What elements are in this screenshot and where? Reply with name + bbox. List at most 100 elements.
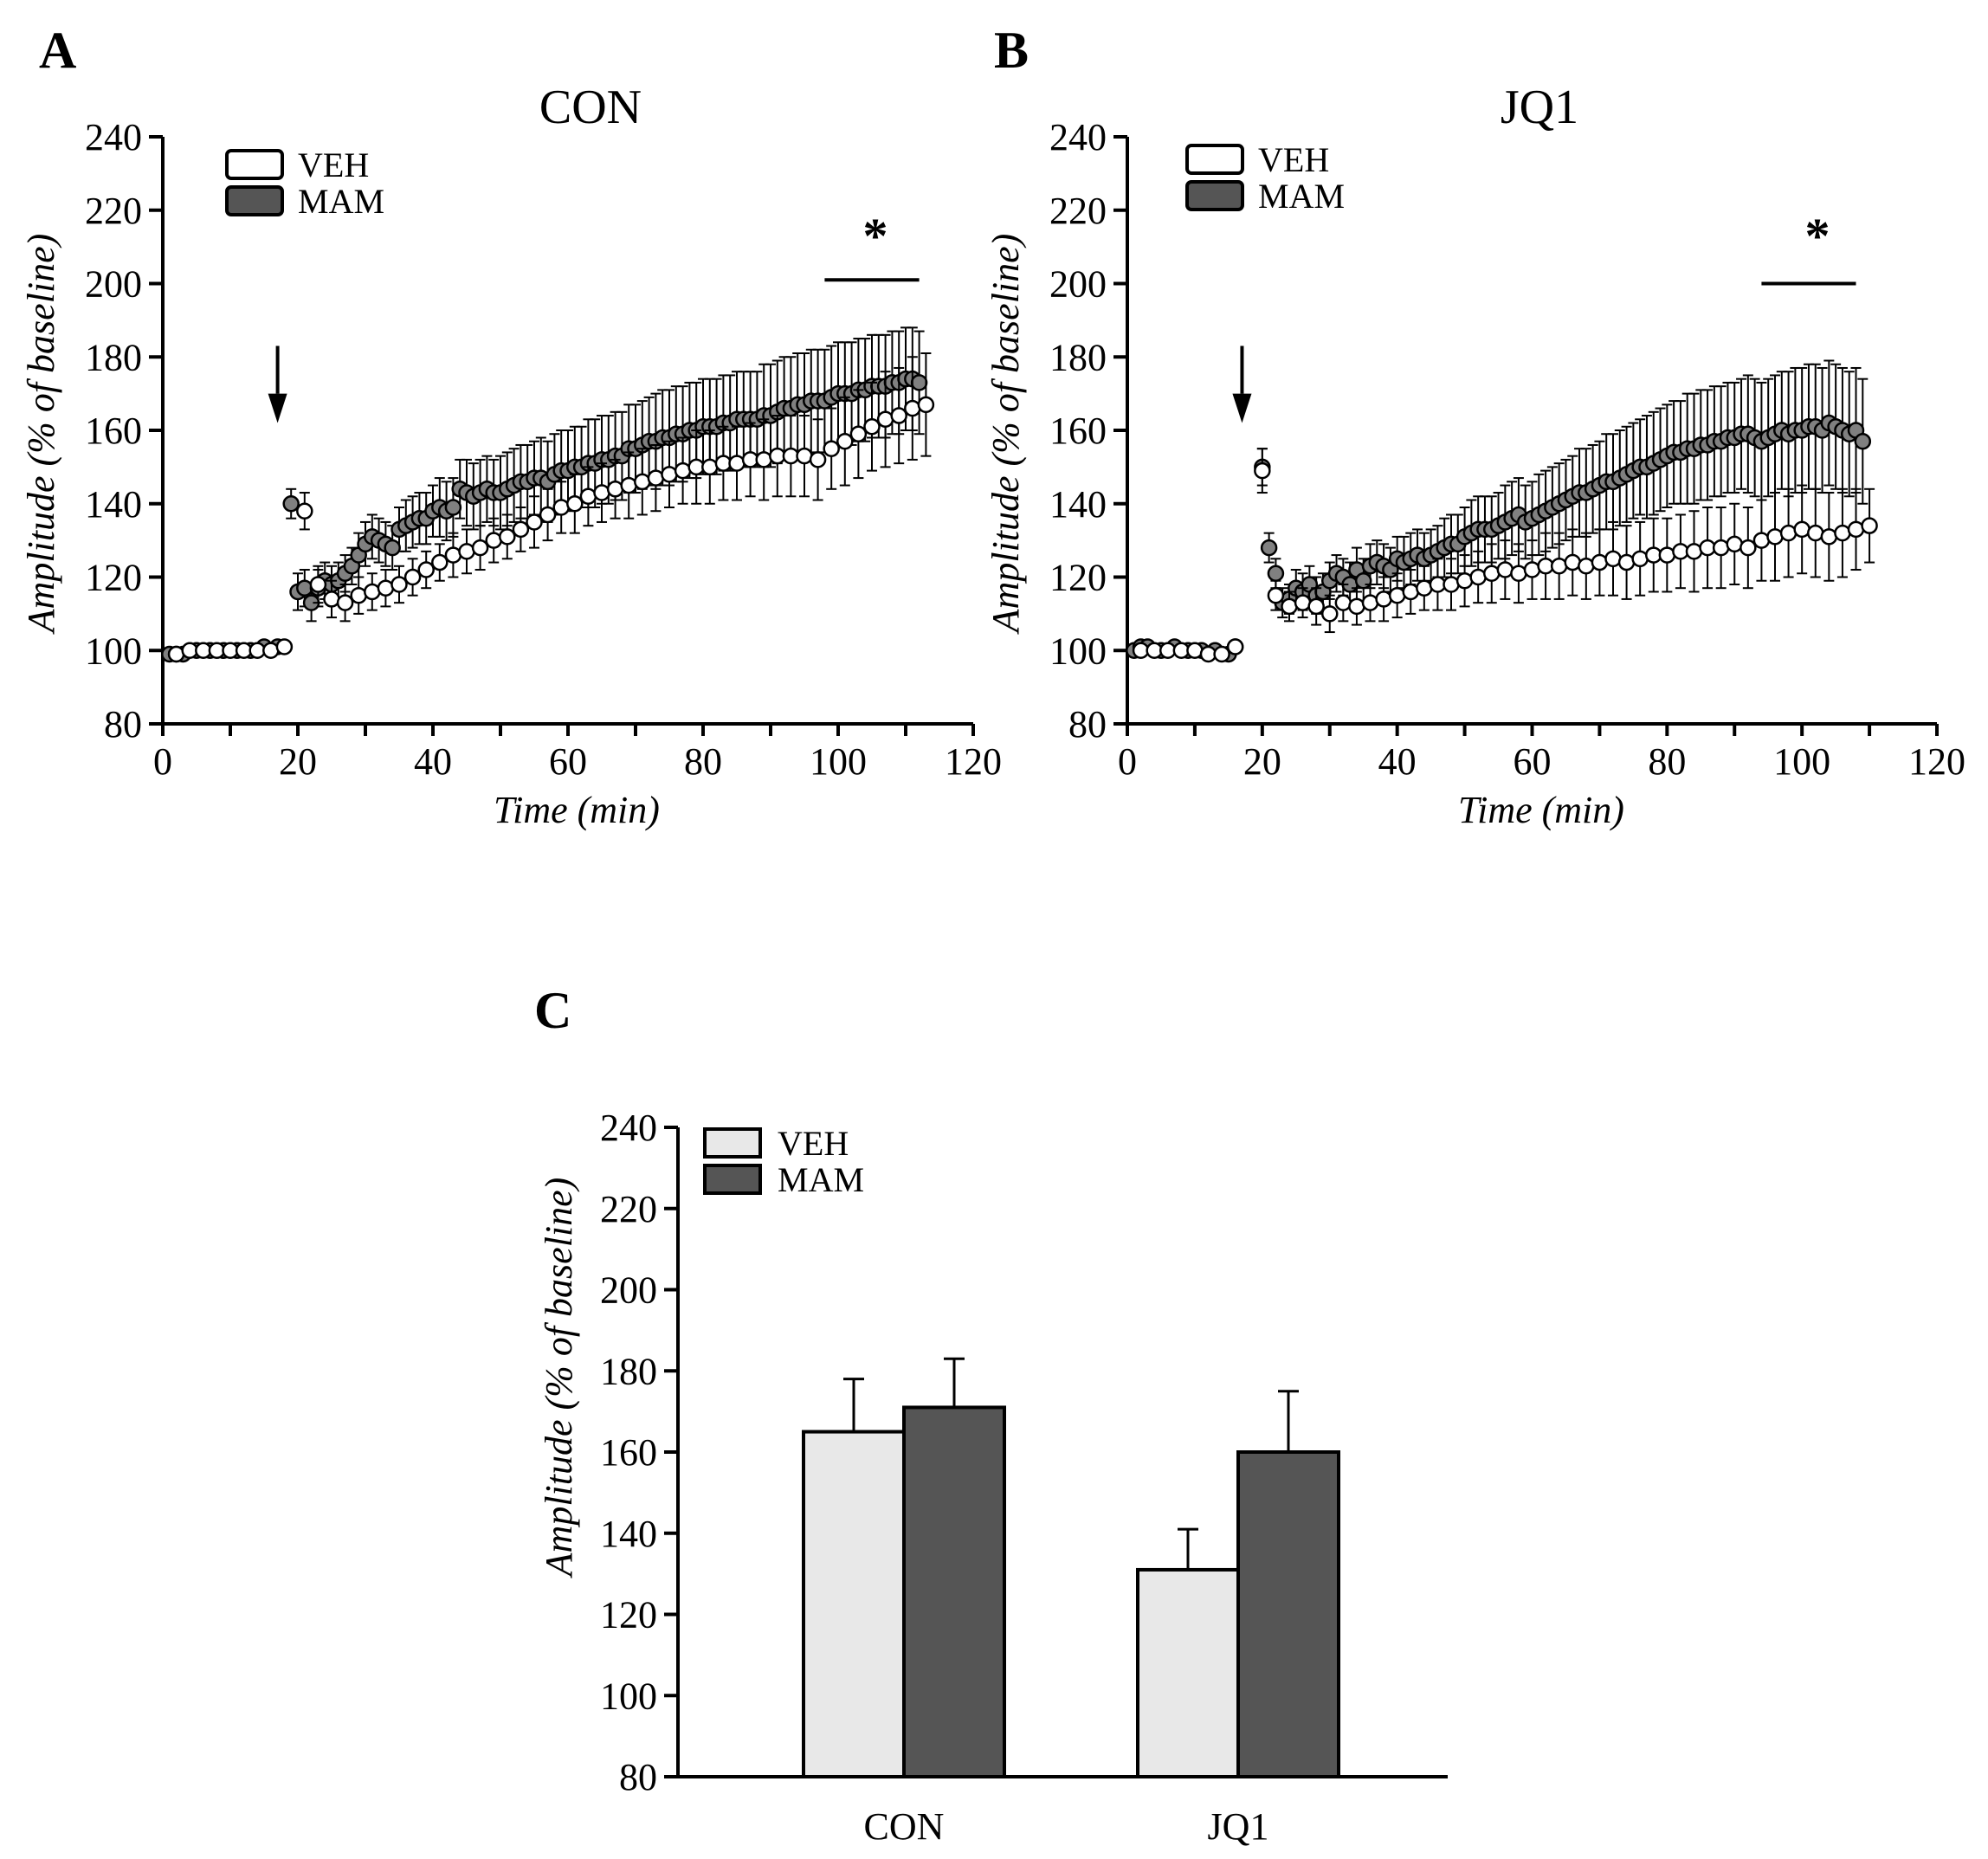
y-tick-label: 200 bbox=[600, 1269, 657, 1312]
data-point-veh bbox=[1685, 543, 1703, 560]
data-point-veh bbox=[1496, 561, 1514, 578]
data-point-veh bbox=[390, 576, 408, 593]
data-point-veh bbox=[1267, 586, 1285, 604]
data-point-veh bbox=[863, 418, 881, 436]
y-tick-label: 140 bbox=[1049, 483, 1107, 526]
data-point-veh bbox=[444, 546, 462, 564]
data-point-veh bbox=[1779, 524, 1798, 542]
data-point-veh bbox=[1334, 594, 1352, 611]
data-point-veh bbox=[1578, 558, 1595, 575]
y-tick-label: 240 bbox=[1049, 116, 1107, 158]
data-point-veh bbox=[350, 586, 367, 604]
data-point-veh bbox=[836, 432, 854, 450]
data-point-veh bbox=[1294, 594, 1312, 611]
x-tick-label: 80 bbox=[1648, 740, 1686, 783]
bar-con-mam bbox=[902, 1405, 1006, 1778]
panel-b-legend: VEH MAM bbox=[1185, 140, 1345, 216]
x-tick-label: 40 bbox=[1378, 740, 1417, 783]
data-point-veh bbox=[606, 481, 624, 498]
y-tick-label: 220 bbox=[85, 190, 142, 232]
data-point-veh bbox=[917, 396, 935, 414]
data-point-veh bbox=[1307, 597, 1325, 616]
data-point-veh bbox=[1469, 568, 1487, 586]
y-tick-label: 160 bbox=[600, 1431, 657, 1474]
data-point-veh bbox=[593, 484, 610, 501]
y-tick-label: 200 bbox=[1049, 263, 1107, 306]
data-point-veh bbox=[1348, 597, 1365, 616]
y-tick-label: 80 bbox=[1068, 703, 1107, 746]
data-point-veh bbox=[1861, 517, 1878, 534]
y-tick-label: 100 bbox=[85, 629, 142, 672]
x-category-label: JQ1 bbox=[1208, 1805, 1269, 1848]
x-tick-label: 20 bbox=[279, 740, 317, 783]
bar-con-veh bbox=[802, 1430, 906, 1778]
data-point-veh bbox=[1740, 539, 1757, 557]
panel-c: C Amplitude (% of baseline) VEH MAM 80 10… bbox=[534, 982, 1448, 1848]
x-tick-label: 0 bbox=[1118, 740, 1137, 783]
legend-mam-swatch bbox=[225, 185, 284, 216]
panel-b-significance-star: * bbox=[1805, 208, 1830, 264]
data-point-veh bbox=[1375, 591, 1392, 608]
legend-veh-swatch bbox=[1185, 144, 1244, 175]
data-point-veh bbox=[647, 469, 665, 487]
data-point-veh bbox=[876, 410, 894, 429]
data-point-veh bbox=[1416, 579, 1433, 597]
data-point-veh bbox=[471, 539, 489, 557]
data-point-veh bbox=[552, 499, 570, 516]
data-point-veh bbox=[1658, 546, 1676, 564]
panel-b: B JQ1 Time (min) Amplitude (% of baselin… bbox=[984, 22, 1965, 831]
series-veh bbox=[167, 352, 935, 663]
legend-mam-swatch bbox=[703, 1164, 762, 1195]
legend-veh-swatch bbox=[225, 149, 284, 180]
data-point-veh bbox=[1793, 520, 1810, 539]
data-point-veh bbox=[458, 543, 475, 560]
data-point-veh bbox=[809, 451, 827, 468]
data-point-veh bbox=[1712, 539, 1730, 557]
data-point-veh bbox=[1604, 550, 1622, 568]
data-point-veh bbox=[499, 528, 516, 545]
data-point-veh bbox=[890, 407, 907, 424]
y-tick-label: 140 bbox=[600, 1513, 657, 1555]
data-point-veh bbox=[1388, 586, 1406, 604]
data-point-veh bbox=[1820, 528, 1838, 545]
data-point-veh bbox=[674, 462, 692, 480]
legend-mam-swatch bbox=[1185, 180, 1244, 211]
data-point-veh bbox=[755, 451, 772, 468]
data-point-veh bbox=[823, 440, 840, 457]
y-tick-label: 100 bbox=[1049, 629, 1107, 672]
data-point-veh bbox=[701, 458, 719, 476]
data-point-mam bbox=[1267, 565, 1285, 583]
x-tick-label: 100 bbox=[1773, 740, 1830, 783]
data-point-veh bbox=[728, 455, 746, 472]
panel-b-x-axis-title: Time (min) bbox=[1458, 789, 1624, 831]
data-point-veh bbox=[1226, 638, 1244, 655]
data-point-mam bbox=[282, 495, 300, 513]
x-tick-label: 60 bbox=[549, 740, 587, 783]
y-tick-label: 140 bbox=[85, 483, 142, 526]
panel-c-letter: C bbox=[534, 982, 571, 1039]
data-point-veh bbox=[1483, 565, 1501, 583]
data-point-veh bbox=[275, 638, 294, 655]
data-point-mam bbox=[910, 374, 928, 391]
stimulus-arrow-head bbox=[1232, 393, 1252, 423]
data-point-mam bbox=[384, 539, 401, 557]
data-point-mam bbox=[1260, 539, 1278, 557]
data-point-veh bbox=[1443, 576, 1460, 593]
data-point-veh bbox=[377, 579, 395, 597]
data-point-veh bbox=[431, 553, 449, 571]
series-mam bbox=[1126, 359, 1872, 663]
data-point-veh bbox=[1510, 565, 1527, 583]
x-tick-label: 120 bbox=[945, 740, 1002, 783]
data-point-veh bbox=[1847, 520, 1865, 539]
legend-veh-label: VEH bbox=[1258, 140, 1329, 179]
panel-a-x-axis-title: Time (min) bbox=[494, 789, 660, 831]
data-point-veh bbox=[262, 642, 280, 659]
data-point-mam bbox=[1354, 571, 1372, 590]
data-point-veh bbox=[796, 447, 813, 465]
data-point-veh bbox=[1402, 583, 1419, 601]
panel-a-title: CON bbox=[539, 81, 642, 134]
x-tick-label: 100 bbox=[810, 740, 867, 783]
data-point-veh bbox=[1752, 532, 1771, 549]
data-point-veh bbox=[296, 502, 313, 520]
